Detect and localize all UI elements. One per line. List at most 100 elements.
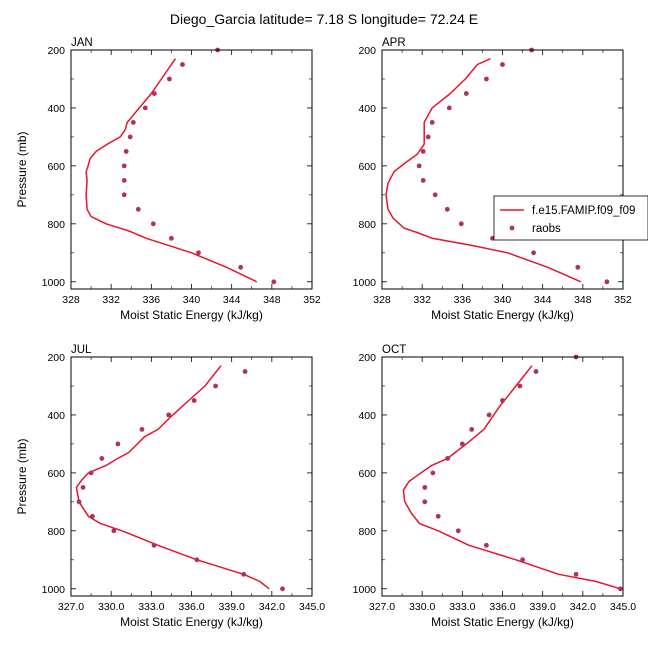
legend-box: [493, 195, 648, 241]
y-tick-label: 400: [358, 410, 376, 422]
y-tick-label: 600: [47, 468, 65, 480]
raobs-point: [573, 571, 579, 577]
plot-frame: [70, 356, 313, 597]
raobs-point: [166, 412, 172, 418]
figure-title: Diego_Garcia latitude= 7.18 S longitude=…: [170, 11, 478, 27]
legend-raobs-label: raobs: [532, 223, 561, 235]
raobs-point: [130, 120, 136, 125]
y-tick-label: 200: [47, 352, 65, 364]
raobs-point: [531, 250, 536, 256]
raobs-point: [90, 513, 95, 519]
raobs-point: [121, 178, 127, 183]
raobs-point: [420, 149, 426, 154]
y-axis-label: Pressure (mb): [15, 131, 29, 207]
y-tick-label: 200: [358, 352, 376, 364]
raobs-point: [76, 499, 82, 505]
x-tick-label: 336: [454, 294, 472, 306]
raobs-point: [242, 369, 248, 374]
x-tick-label: 352: [303, 294, 321, 306]
raobs-point: [420, 178, 426, 183]
raobs-point: [435, 513, 441, 519]
panel-jul: JUL 327.0 330.0 333.0 336.0 339.0 342.0 345.0 20…: [15, 344, 325, 629]
panel-title: JAN: [71, 37, 93, 49]
model-line: [85, 58, 258, 283]
x-axis-label: Moist Static Energy (kJ/kg): [120, 308, 263, 322]
raobs-point: [459, 441, 465, 447]
raobs-point: [533, 369, 539, 374]
raobs-point: [123, 149, 129, 154]
x-tick-label: 348: [574, 294, 592, 306]
y-tick-label: 1000: [353, 584, 377, 596]
raobs-point: [241, 571, 247, 577]
x-tick-label: 328: [373, 294, 391, 306]
x-tick-label: 340: [494, 294, 512, 306]
y-tick-label: 800: [47, 219, 65, 231]
legend-raobs-swatch: [509, 225, 515, 231]
y-tick-label: 1000: [42, 584, 66, 596]
y-tick-label: 1000: [42, 277, 66, 289]
y-tick-label: 400: [47, 410, 65, 422]
raobs-point: [422, 499, 428, 505]
x-tick-label: 348: [263, 294, 281, 306]
raobs-point: [167, 76, 172, 82]
y-tick-label: 200: [47, 45, 65, 57]
x-tick-label: 333.0: [449, 601, 475, 613]
raobs-point: [484, 542, 489, 548]
x-tick-label: 344: [534, 294, 552, 306]
plot-frame: [70, 49, 313, 290]
raobs-point: [425, 134, 431, 140]
raobs-point: [99, 456, 105, 461]
x-tick-label: 332: [102, 294, 120, 306]
x-tick-label: 336.0: [178, 601, 204, 613]
raobs-point: [446, 105, 452, 111]
y-tick-label: 800: [358, 219, 376, 231]
raobs-point: [194, 557, 200, 563]
raobs-point: [135, 206, 141, 212]
legend-model-label: f.e15.FAMIP.f09_f09: [532, 205, 635, 217]
raobs-point: [429, 120, 435, 125]
raobs-point: [196, 250, 201, 256]
x-tick-label: 344: [223, 294, 241, 306]
raobs-point: [121, 192, 127, 198]
raobs-point: [280, 586, 285, 592]
raobs-point: [484, 76, 489, 82]
raobs-point: [111, 528, 117, 534]
raobs-point: [455, 528, 461, 534]
raobs-point: [520, 557, 525, 563]
raobs-point: [432, 192, 438, 198]
raobs-point: [213, 383, 219, 389]
y-tick-label: 200: [358, 45, 376, 57]
panel-oct: OCT 327.0 330.0 333.0 336.0 339.0 342.0 345.0 20…: [353, 344, 637, 629]
raobs-point: [191, 398, 197, 403]
x-tick-label: 332: [413, 294, 431, 306]
x-tick-label: 327.0: [58, 601, 84, 613]
plot-frame: [381, 49, 624, 290]
raobs-point: [445, 456, 450, 461]
raobs-point: [617, 586, 623, 592]
y-tick-label: 600: [47, 161, 65, 173]
raobs-point: [604, 279, 610, 285]
x-tick-label: 330.0: [98, 601, 124, 613]
raobs-point: [121, 163, 127, 169]
x-axis-label: Moist Static Energy (kJ/kg): [120, 615, 263, 629]
raobs-point: [463, 91, 469, 96]
raobs-point: [238, 264, 244, 270]
raobs-point: [416, 163, 422, 169]
x-tick-label: 352: [614, 294, 632, 306]
raobs-point: [500, 62, 505, 67]
x-tick-label: 339.0: [219, 601, 245, 613]
panel-title: JUL: [71, 344, 92, 356]
x-tick-label: 339.0: [530, 601, 556, 613]
x-tick-label: 345.0: [299, 601, 325, 613]
raobs-point: [422, 485, 428, 490]
model-line: [402, 365, 621, 590]
raobs-point: [486, 412, 492, 418]
raobs-point: [150, 221, 156, 227]
y-tick-label: 600: [358, 468, 376, 480]
x-tick-label: 342.0: [570, 601, 596, 613]
raobs-point: [151, 542, 157, 548]
x-tick-label: 345.0: [610, 601, 636, 613]
legend: f.e15.FAMIP.f09_f09 raobs: [493, 195, 648, 241]
raobs-point: [139, 427, 145, 432]
y-tick-label: 600: [358, 161, 376, 173]
